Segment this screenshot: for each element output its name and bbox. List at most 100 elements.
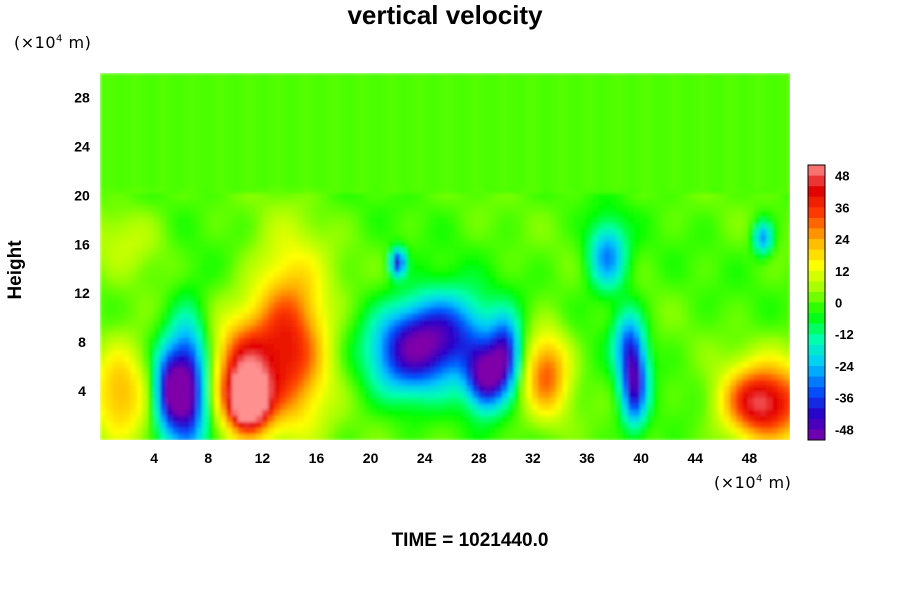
field-cell [142,205,149,212]
field-cell [148,259,155,267]
field-cell [676,97,683,104]
field-cell [382,217,389,225]
field-cell [100,289,107,297]
field-cell [130,229,137,237]
field-cell [166,157,173,164]
field-cell [196,319,203,327]
field-cell [154,253,161,261]
field-cell [334,151,341,158]
field-cell [508,91,515,98]
field-cell [496,205,503,212]
field-cell [472,115,479,122]
field-cell [286,193,293,200]
field-cell [640,193,647,200]
field-cell [124,175,131,182]
field-cell [784,73,790,80]
field-cell [748,127,755,134]
field-cell [544,319,551,327]
field-cell [526,205,533,212]
field-cell [706,325,713,333]
field-cell [658,121,665,128]
field-cell [766,85,773,92]
field-cell [520,127,527,134]
field-cell [334,313,341,321]
field-cell [772,145,779,152]
field-cell [250,133,257,140]
field-cell [244,331,251,339]
field-cell [184,175,191,182]
field-cell [634,265,641,273]
field-cell [220,199,227,206]
field-cell [394,211,401,218]
field-cell [382,247,389,255]
field-cell [154,187,161,194]
field-cell [556,217,563,225]
field-cell [694,85,701,92]
field-cell [166,307,173,315]
field-cell [580,85,587,92]
field-cell [256,121,263,128]
field-cell [538,295,545,303]
field-cell [424,181,431,188]
field-cell [328,133,335,140]
field-cell [436,175,443,182]
field-cell [556,295,563,303]
field-cell [544,91,551,98]
field-cell [286,289,293,297]
field-cell [634,295,641,303]
field-cell [700,205,707,212]
field-cell [112,319,119,327]
field-cell [190,295,197,303]
field-cell [322,205,329,212]
field-cell [604,319,611,327]
field-cell [496,85,503,92]
field-cell [568,97,575,104]
field-cell [286,283,293,291]
field-cell [484,127,491,134]
field-cell [406,175,413,182]
field-cell [304,289,311,297]
field-cell [232,205,239,212]
field-cell [604,133,611,140]
field-cell [400,73,407,80]
field-cell [286,151,293,158]
field-cell [748,277,755,285]
field-cell [490,199,497,206]
field-cell [232,145,239,152]
field-cell [238,223,245,231]
field-cell [520,325,527,333]
field-cell [364,325,371,333]
field-cell [232,103,239,110]
field-cell [376,193,383,200]
field-cell [634,217,641,225]
field-cell [562,169,569,176]
field-cell [358,85,365,92]
field-cell [244,127,251,134]
field-cell [436,283,443,291]
field-cell [742,115,749,122]
field-cell [334,205,341,212]
field-cell [514,319,521,327]
field-cell [364,91,371,98]
field-cell [310,103,317,110]
field-cell [784,319,790,327]
field-cell [772,325,779,333]
field-cell [466,247,473,255]
field-cell [298,313,305,321]
field-cell [220,229,227,237]
field-cell [472,139,479,146]
field-cell [400,289,407,297]
field-cell [430,217,437,225]
field-cell [112,235,119,243]
field-cell [298,295,305,303]
field-cell [730,289,737,297]
field-cell [286,73,293,80]
field-cell [658,181,665,188]
field-cell [550,301,557,309]
field-cell [466,127,473,134]
field-cell [544,265,551,273]
chart-title: vertical velocity [347,0,543,30]
field-cell [106,127,113,134]
field-cell [496,97,503,104]
field-cell [748,283,755,291]
